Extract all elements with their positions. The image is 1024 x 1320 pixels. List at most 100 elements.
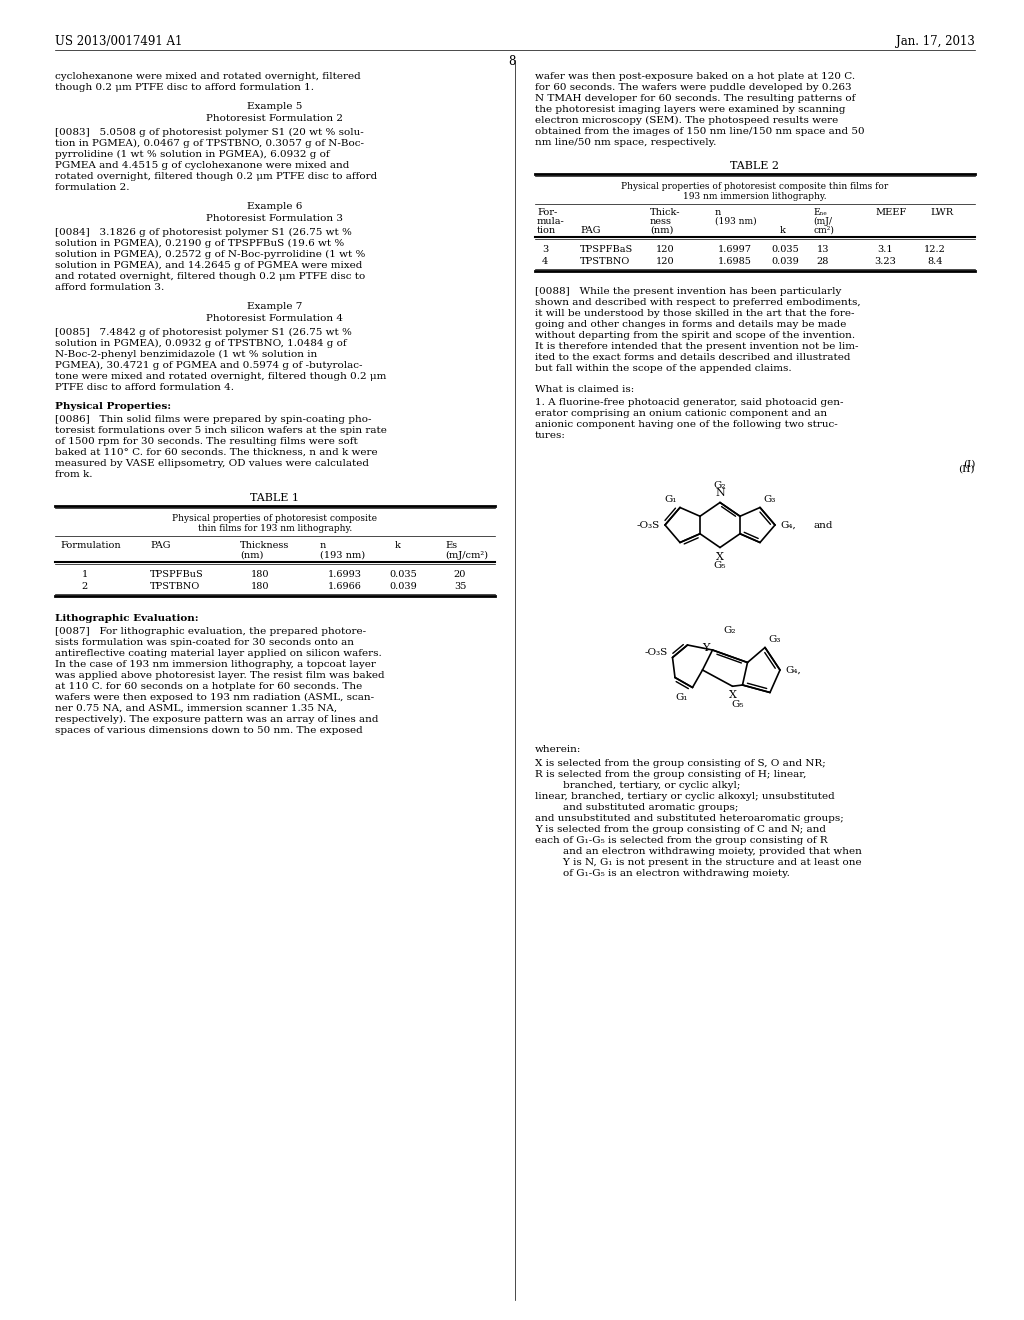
Text: G₄,: G₄,: [780, 520, 796, 529]
Text: n: n: [319, 541, 327, 550]
Text: 20: 20: [454, 570, 466, 579]
Text: G₁: G₁: [675, 693, 687, 701]
Text: Example 5: Example 5: [248, 102, 303, 111]
Text: G₅: G₅: [731, 700, 743, 709]
Text: pyrrolidine (1 wt % solution in PGMEA), 6.0932 g of: pyrrolidine (1 wt % solution in PGMEA), …: [55, 150, 330, 160]
Text: 3.23: 3.23: [874, 257, 896, 267]
Text: wafers were then exposed to 193 nm radiation (ASML, scan-: wafers were then exposed to 193 nm radia…: [55, 693, 374, 702]
Text: obtained from the images of 150 nm line/150 nm space and 50: obtained from the images of 150 nm line/…: [535, 127, 864, 136]
Text: spaces of various dimensions down to 50 nm. The exposed: spaces of various dimensions down to 50 …: [55, 726, 362, 735]
Text: was applied above photoresist layer. The resist film was baked: was applied above photoresist layer. The…: [55, 671, 385, 680]
Text: Photoresist Formulation 2: Photoresist Formulation 2: [207, 114, 343, 123]
Text: of 1500 rpm for 30 seconds. The resulting films were soft: of 1500 rpm for 30 seconds. The resultin…: [55, 437, 357, 446]
Text: TABLE 1: TABLE 1: [251, 492, 299, 503]
Text: G₂: G₂: [724, 626, 736, 635]
Text: 3.1: 3.1: [878, 246, 893, 253]
Text: [0085]   7.4842 g of photoresist polymer S1 (26.75 wt %: [0085] 7.4842 g of photoresist polymer S…: [55, 327, 352, 337]
Text: PAG: PAG: [580, 226, 600, 235]
Text: PGMEA), 30.4721 g of PGMEA and 0.5974 g of -butyrolac-: PGMEA), 30.4721 g of PGMEA and 0.5974 g …: [55, 360, 362, 370]
Text: and substituted aromatic groups;: and substituted aromatic groups;: [550, 803, 738, 812]
Text: G₄,: G₄,: [785, 665, 801, 675]
Text: G₂: G₂: [714, 482, 726, 491]
Text: solution in PGMEA), and 14.2645 g of PGMEA were mixed: solution in PGMEA), and 14.2645 g of PGM…: [55, 261, 362, 271]
Text: Jan. 17, 2013: Jan. 17, 2013: [896, 36, 975, 48]
Text: k: k: [780, 226, 785, 235]
Text: each of G₁-G₅ is selected from the group consisting of R: each of G₁-G₅ is selected from the group…: [535, 836, 827, 845]
Text: though 0.2 μm PTFE disc to afford formulation 1.: though 0.2 μm PTFE disc to afford formul…: [55, 83, 314, 92]
Text: PGMEA and 4.4515 g of cyclohexanone were mixed and: PGMEA and 4.4515 g of cyclohexanone were…: [55, 161, 349, 170]
Text: Example 7: Example 7: [248, 302, 303, 312]
Text: N-Boc-2-phenyl benzimidazole (1 wt % solution in: N-Boc-2-phenyl benzimidazole (1 wt % sol…: [55, 350, 317, 359]
Text: 180: 180: [251, 582, 269, 591]
Text: TPSTBNO: TPSTBNO: [150, 582, 201, 591]
Text: Formulation: Formulation: [60, 541, 121, 550]
Text: for 60 seconds. The wafers were puddle developed by 0.263: for 60 seconds. The wafers were puddle d…: [535, 83, 852, 92]
Text: ness: ness: [650, 216, 672, 226]
Text: [0086]   Thin solid films were prepared by spin-coating pho-: [0086] Thin solid films were prepared by…: [55, 414, 372, 424]
Text: 8.4: 8.4: [928, 257, 943, 267]
Text: Example 6: Example 6: [248, 202, 303, 211]
Text: tion in PGMEA), 0.0467 g of TPSTBNO, 0.3057 g of N-Boc-: tion in PGMEA), 0.0467 g of TPSTBNO, 0.3…: [55, 139, 364, 148]
Text: X: X: [728, 690, 736, 700]
Text: solution in PGMEA), 0.0932 g of TPSTBNO, 1.0484 g of: solution in PGMEA), 0.0932 g of TPSTBNO,…: [55, 339, 347, 348]
Text: electron microscopy (SEM). The photospeed results were: electron microscopy (SEM). The photospee…: [535, 116, 839, 125]
Text: of G₁-G₅ is an electron withdrawing moiety.: of G₁-G₅ is an electron withdrawing moie…: [550, 869, 790, 878]
Text: solution in PGMEA), 0.2190 g of TPSPFBuS (19.6 wt %: solution in PGMEA), 0.2190 g of TPSPFBuS…: [55, 239, 344, 248]
Text: Lithographic Evaluation:: Lithographic Evaluation:: [55, 614, 199, 623]
Text: 0.039: 0.039: [771, 257, 799, 267]
Text: branched, tertiary, or cyclic alkyl;: branched, tertiary, or cyclic alkyl;: [550, 781, 740, 789]
Text: without departing from the spirit and scope of the invention.: without departing from the spirit and sc…: [535, 331, 855, 341]
Text: (nm): (nm): [240, 550, 263, 560]
Text: R is selected from the group consisting of H; linear,: R is selected from the group consisting …: [535, 770, 806, 779]
Text: anionic component having one of the following two struc-: anionic component having one of the foll…: [535, 420, 838, 429]
Text: [0087]   For lithographic evaluation, the prepared photore-: [0087] For lithographic evaluation, the …: [55, 627, 367, 636]
Text: G₁: G₁: [665, 495, 677, 503]
Text: 2: 2: [82, 582, 88, 591]
Text: solution in PGMEA), 0.2572 g of N-Boc-pyrrolidine (1 wt %: solution in PGMEA), 0.2572 g of N-Boc-py…: [55, 249, 366, 259]
Text: 35: 35: [454, 582, 466, 591]
Text: [0088]   While the present invention has been particularly: [0088] While the present invention has b…: [535, 286, 842, 296]
Text: In the case of 193 nm immersion lithography, a topcoat layer: In the case of 193 nm immersion lithogra…: [55, 660, 376, 669]
Text: Thick-: Thick-: [650, 209, 681, 216]
Text: Y is N, G₁ is not present in the structure and at least one: Y is N, G₁ is not present in the structu…: [550, 858, 861, 867]
Text: PTFE disc to afford formulation 4.: PTFE disc to afford formulation 4.: [55, 383, 234, 392]
Text: nm line/50 nm space, respectively.: nm line/50 nm space, respectively.: [535, 139, 717, 147]
Text: 1: 1: [82, 570, 88, 579]
Text: G₅: G₅: [714, 561, 726, 570]
Text: Photoresist Formulation 4: Photoresist Formulation 4: [207, 314, 343, 323]
Text: cyclohexanone were mixed and rotated overnight, filtered: cyclohexanone were mixed and rotated ove…: [55, 73, 360, 81]
Text: LWR: LWR: [930, 209, 953, 216]
Text: Y: Y: [702, 643, 710, 653]
Text: k: k: [395, 541, 400, 550]
Text: 28: 28: [817, 257, 829, 267]
Text: wherein:: wherein:: [535, 744, 582, 754]
Text: Physical Properties:: Physical Properties:: [55, 403, 171, 411]
Text: tures:: tures:: [535, 432, 566, 440]
Text: respectively). The exposure pattern was an array of lines and: respectively). The exposure pattern was …: [55, 715, 379, 725]
Text: Thickness: Thickness: [240, 541, 290, 550]
Text: the photoresist imaging layers were examined by scanning: the photoresist imaging layers were exam…: [535, 106, 846, 114]
Text: 0.035: 0.035: [389, 570, 417, 579]
Text: TPSPFBaS: TPSPFBaS: [580, 246, 633, 253]
Text: and an electron withdrawing moiety, provided that when: and an electron withdrawing moiety, prov…: [550, 847, 862, 855]
Text: 1.6985: 1.6985: [718, 257, 752, 267]
Text: Physical properties of photoresist composite thin films for: Physical properties of photoresist compo…: [622, 182, 889, 191]
Text: [0084]   3.1826 g of photoresist polymer S1 (26.75 wt %: [0084] 3.1826 g of photoresist polymer S…: [55, 228, 352, 238]
Text: going and other changes in forms and details may be made: going and other changes in forms and det…: [535, 319, 847, 329]
Text: -O₃S: -O₃S: [644, 648, 668, 657]
Text: -O₃S: -O₃S: [637, 520, 660, 529]
Text: 120: 120: [655, 257, 675, 267]
Text: measured by VASE ellipsometry, OD values were calculated: measured by VASE ellipsometry, OD values…: [55, 459, 369, 469]
Text: toresist formulations over 5 inch silicon wafers at the spin rate: toresist formulations over 5 inch silico…: [55, 426, 387, 436]
Text: and rotated overnight, filtered though 0.2 μm PTFE disc to: and rotated overnight, filtered though 0…: [55, 272, 366, 281]
Text: thin films for 193 nm lithography.: thin films for 193 nm lithography.: [198, 524, 352, 533]
Text: 8: 8: [508, 55, 516, 69]
Text: rotated overnight, filtered though 0.2 μm PTFE disc to afford: rotated overnight, filtered though 0.2 μ…: [55, 172, 377, 181]
Text: shown and described with respect to preferred embodiments,: shown and described with respect to pref…: [535, 298, 860, 308]
Text: 13: 13: [817, 246, 829, 253]
Text: It is therefore intended that the present invention not be lim-: It is therefore intended that the presen…: [535, 342, 858, 351]
Text: Eₙₑ: Eₙₑ: [813, 209, 826, 216]
Text: (nm): (nm): [650, 226, 674, 235]
Text: Photoresist Formulation 3: Photoresist Formulation 3: [207, 214, 343, 223]
Text: 3: 3: [542, 246, 548, 253]
